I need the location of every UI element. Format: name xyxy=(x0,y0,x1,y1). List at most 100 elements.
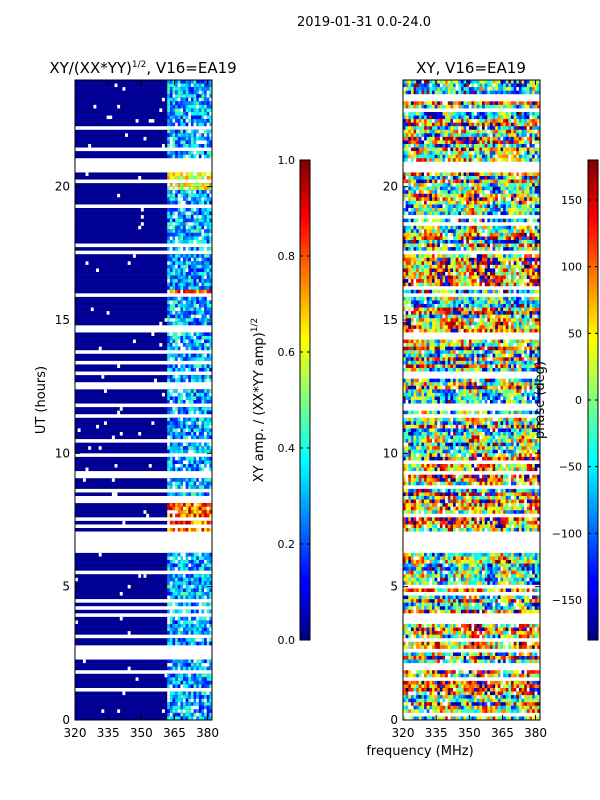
heatmap-cell xyxy=(429,179,433,184)
heatmap-cell xyxy=(471,200,475,205)
heatmap-cell xyxy=(500,261,504,266)
heatmap-cell xyxy=(196,154,200,159)
heatmap-cell xyxy=(196,428,200,433)
heatmap-cell xyxy=(209,190,213,195)
heatmap-cell xyxy=(424,204,428,209)
heatmap-cell xyxy=(508,176,512,180)
heatmap-cell xyxy=(75,126,212,131)
heatmap-cell xyxy=(516,136,520,141)
heatmap-cell xyxy=(532,208,536,212)
heatmap-cell xyxy=(532,211,536,216)
heatmap-cell xyxy=(434,183,438,187)
heatmap-cell xyxy=(434,193,438,198)
heatmap-cell xyxy=(193,467,197,472)
heatmap-cell xyxy=(169,478,173,483)
heatmap-cell xyxy=(183,677,186,682)
heatmap-cell xyxy=(177,503,181,507)
heatmap-cell xyxy=(185,709,189,714)
heatmap-cell xyxy=(466,240,470,244)
heatmap-cell xyxy=(474,232,478,237)
heatmap-cell xyxy=(471,154,475,159)
heatmap-cell xyxy=(534,115,538,120)
heatmap-cell xyxy=(175,97,179,102)
heatmap-cell xyxy=(524,193,528,198)
heatmap-cell xyxy=(529,140,533,145)
heatmap-cell xyxy=(408,240,412,244)
heatmap-cell xyxy=(458,172,462,177)
heatmap-cell xyxy=(172,346,176,351)
heatmap-cell xyxy=(468,193,472,198)
heatmap-cell xyxy=(466,119,470,123)
heatmap-cell xyxy=(172,563,176,568)
heatmap-cell xyxy=(175,432,179,436)
heatmap-cell xyxy=(408,115,412,120)
heatmap-cell xyxy=(196,627,200,632)
heatmap-cell xyxy=(500,264,504,269)
heatmap-cell xyxy=(167,428,171,433)
heatmap-cell xyxy=(495,193,499,198)
heatmap-cell xyxy=(167,357,171,362)
heatmap-cell xyxy=(190,247,194,251)
heatmap-cell xyxy=(169,90,173,95)
heatmap-cell xyxy=(439,261,443,266)
heatmap-cell xyxy=(201,183,205,187)
heatmap-cell xyxy=(500,115,504,120)
heatmap-cell xyxy=(172,478,176,483)
heatmap-cell xyxy=(434,104,438,109)
heatmap-cell xyxy=(206,510,210,515)
heatmap-cell xyxy=(198,556,202,561)
heatmap-cell xyxy=(180,97,184,102)
heatmap-cell xyxy=(204,336,208,340)
heatmap-cell xyxy=(209,400,213,404)
heatmap-cell xyxy=(151,421,155,426)
heatmap-cell xyxy=(169,567,173,571)
heatmap-cell xyxy=(447,236,451,241)
heatmap-cell xyxy=(180,115,184,120)
heatmap-cell xyxy=(495,87,499,91)
heatmap-cell xyxy=(209,154,213,159)
heatmap-cell xyxy=(503,232,507,237)
heatmap-cell xyxy=(193,279,197,283)
heatmap-cell xyxy=(206,332,210,337)
heatmap-cell xyxy=(75,560,212,564)
heatmap-cell xyxy=(511,229,514,234)
heatmap-cell xyxy=(439,136,443,141)
heatmap-cell xyxy=(201,122,205,127)
heatmap-cell xyxy=(424,254,428,259)
heatmap-cell xyxy=(193,609,197,614)
heatmap-cell xyxy=(190,407,194,411)
heatmap-cell xyxy=(201,659,205,664)
heatmap-cell xyxy=(421,151,425,155)
heatmap-cell xyxy=(201,215,205,219)
heatmap-cell xyxy=(206,154,210,159)
heatmap-cell xyxy=(190,346,194,351)
heatmap-cell xyxy=(183,456,186,461)
heatmap-cell xyxy=(188,215,192,219)
heatmap-cell xyxy=(518,154,522,159)
heatmap-cell xyxy=(75,609,212,614)
heatmap-cell xyxy=(185,90,189,95)
heatmap-cell xyxy=(410,204,414,209)
heatmap-cell xyxy=(495,115,499,120)
heatmap-cell xyxy=(180,318,184,323)
heatmap-cell xyxy=(183,172,186,177)
heatmap-cell xyxy=(403,112,406,116)
heatmap-cell xyxy=(532,101,536,106)
heatmap-cell xyxy=(442,90,446,95)
heatmap-cell xyxy=(458,186,462,191)
heatmap-cell xyxy=(190,264,194,269)
heatmap-cell xyxy=(75,90,212,95)
heatmap-cell xyxy=(201,663,205,667)
heatmap-cell xyxy=(209,595,213,600)
heatmap-cell xyxy=(196,400,200,404)
heatmap-cell xyxy=(190,133,194,138)
heatmap-cell xyxy=(204,684,208,689)
heatmap-cell xyxy=(537,229,541,234)
heatmap-cell xyxy=(193,520,197,525)
heatmap-cell xyxy=(442,104,446,109)
heatmap-cell xyxy=(198,592,202,596)
heatmap-cell xyxy=(167,190,171,195)
heatmap-cell xyxy=(209,115,213,120)
heatmap-cell xyxy=(198,567,202,571)
heatmap-cell xyxy=(169,83,173,88)
